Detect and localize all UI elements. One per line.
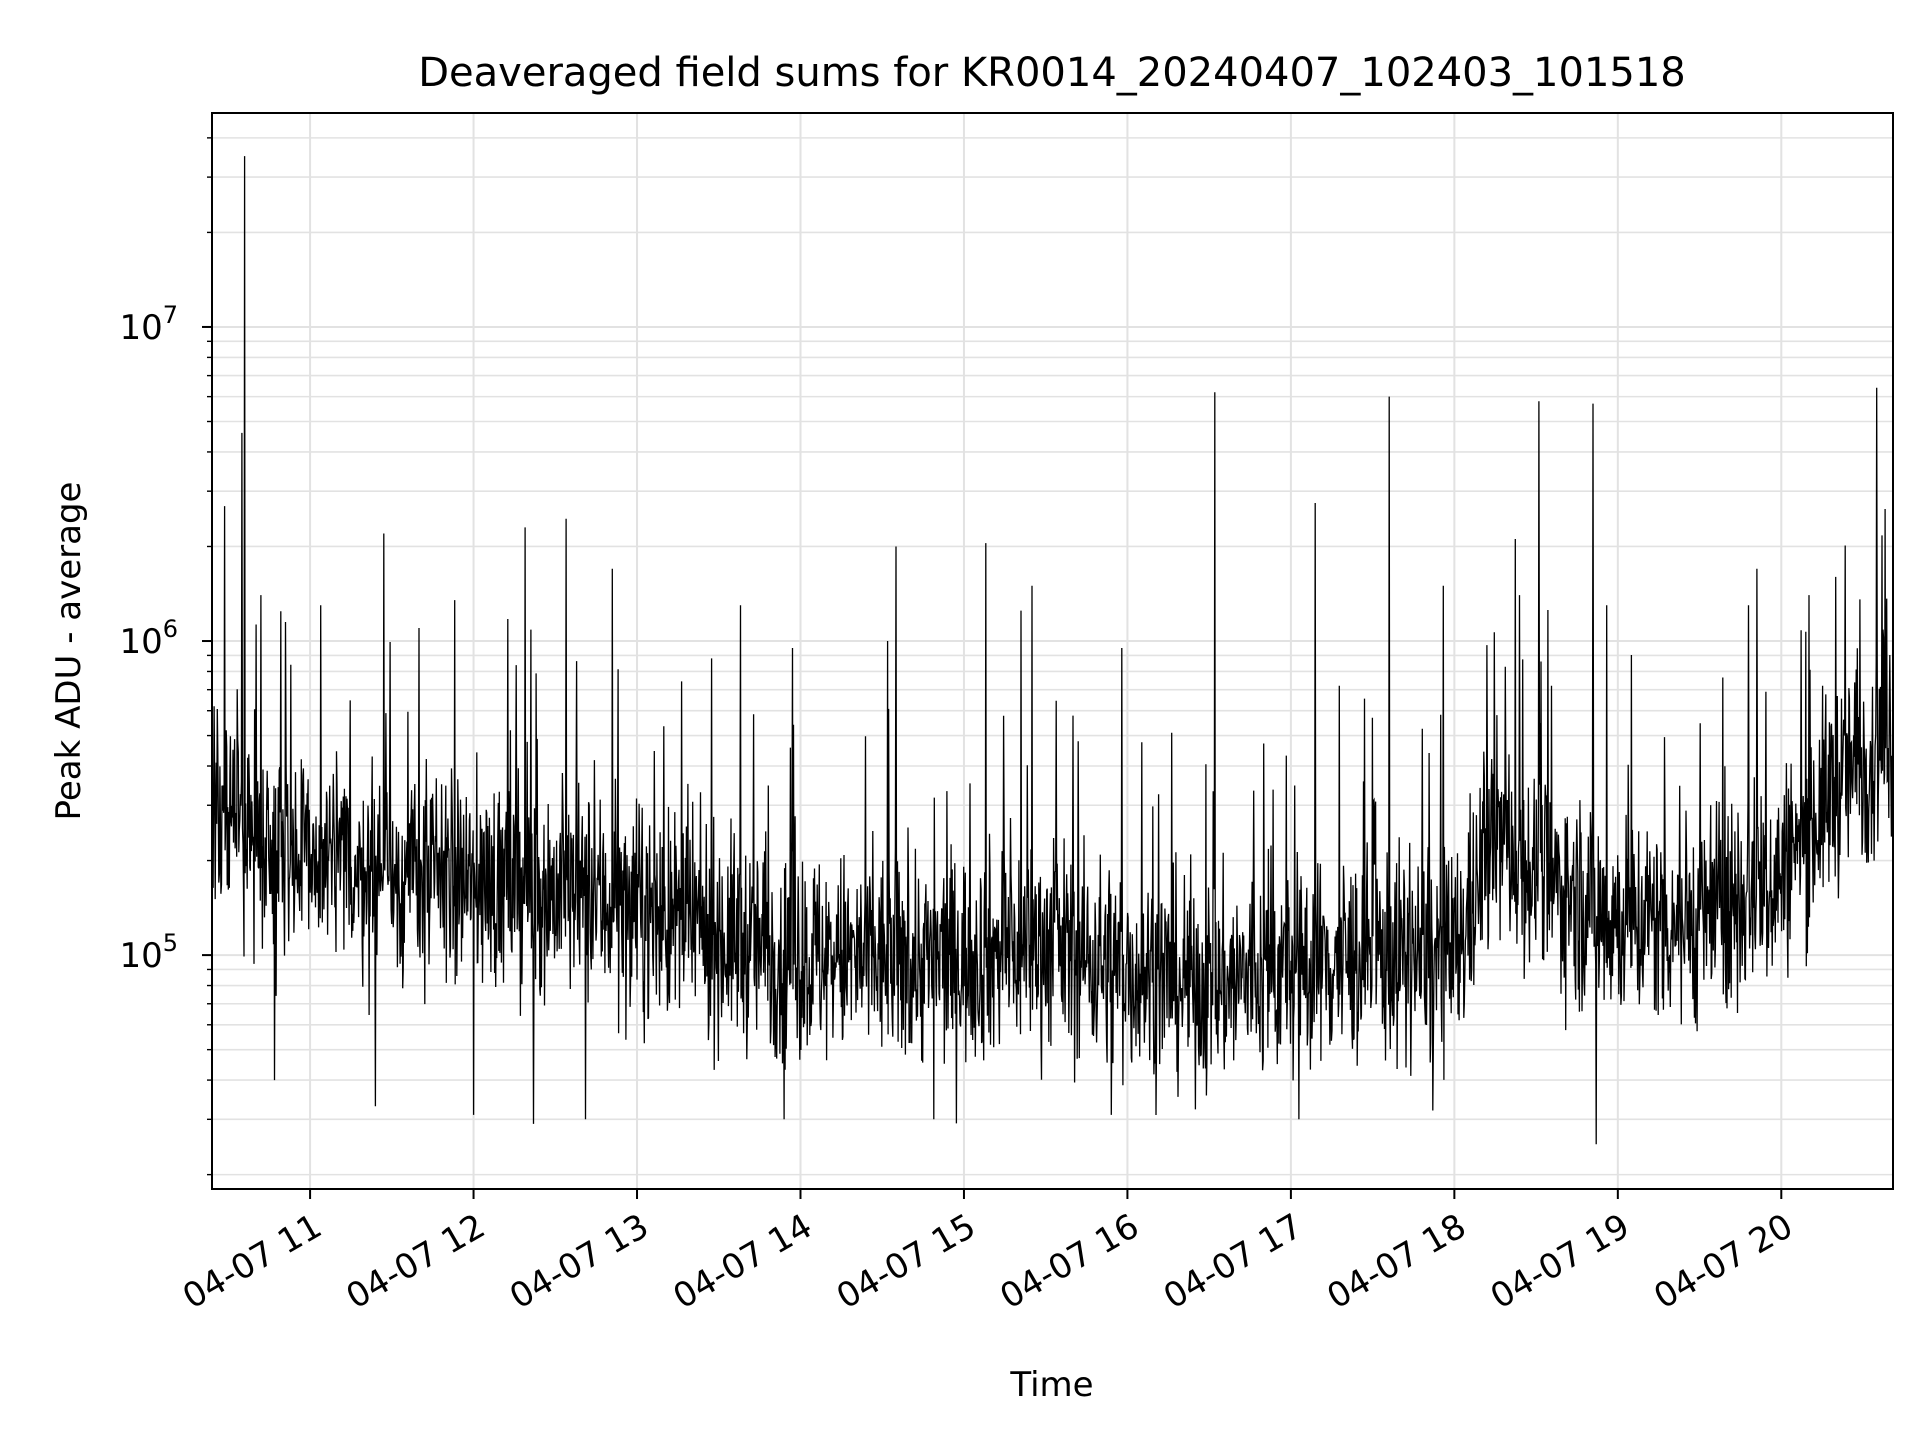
chart-title: Deaveraged field sums for KR0014_2024040…: [418, 50, 1686, 96]
series-line: [211, 156, 1894, 1145]
y-axis: 105 106 107: [119, 137, 212, 1176]
y-tick-label: 106: [119, 615, 178, 662]
y-axis-label: Peak ADU - average: [49, 482, 89, 821]
y-tick-label: 107: [119, 301, 178, 348]
plot-frame: [211, 112, 1894, 1190]
plot-data: [211, 156, 1894, 1145]
y-tick-label: 105: [119, 929, 178, 976]
grid: [212, 113, 1893, 1189]
x-axis-label: Time: [1009, 1365, 1093, 1405]
